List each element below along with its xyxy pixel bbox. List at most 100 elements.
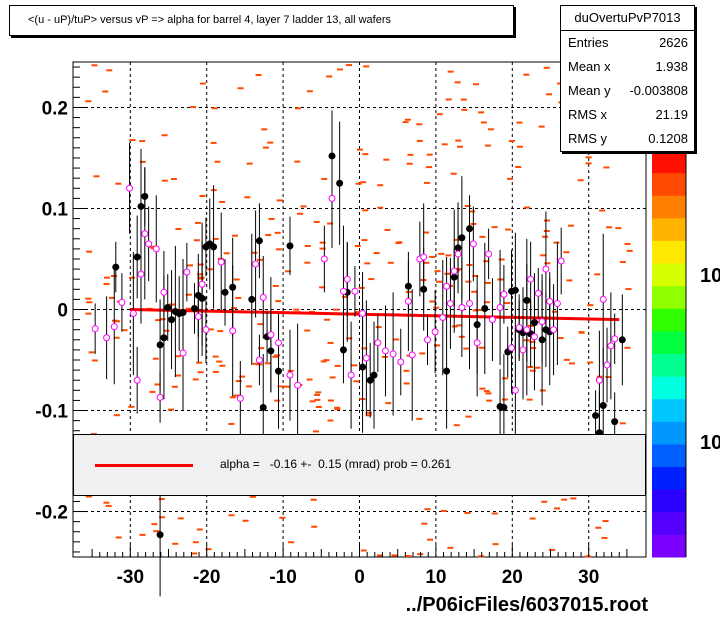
data-point-open (443, 282, 451, 290)
histogram-cell (237, 87, 244, 90)
histogram-cell (404, 118, 411, 121)
histogram-cell (469, 210, 476, 213)
histogram-cell (498, 258, 505, 261)
histogram-cell (561, 498, 568, 501)
histogram-cell (480, 121, 487, 124)
data-point-filled (618, 336, 626, 344)
histogram-cell (479, 387, 486, 390)
histogram-cell (85, 297, 92, 300)
histogram-cell (175, 228, 182, 231)
histogram-cell (121, 329, 128, 332)
data-point-open (534, 289, 542, 297)
data-point-open (458, 303, 466, 311)
histogram-cell (129, 139, 136, 142)
histogram-cell (599, 209, 606, 212)
histogram-cell (463, 347, 470, 350)
color-palette-cell (652, 376, 686, 400)
histogram-cell (368, 278, 375, 281)
histogram-cell (261, 128, 268, 131)
histogram-cell (279, 516, 286, 519)
histogram-cell (327, 341, 334, 344)
data-point-filled (366, 376, 374, 384)
histogram-cell (86, 250, 93, 253)
histogram-cell (212, 355, 219, 358)
histogram-cell (294, 160, 301, 163)
histogram-cell (175, 355, 182, 358)
histogram-cell (502, 377, 509, 380)
data-point-open (511, 386, 519, 394)
histogram-cell (321, 177, 328, 180)
histogram-cell (472, 309, 479, 312)
histogram-cell (429, 300, 436, 303)
histogram-cell (360, 181, 367, 184)
data-point-filled (160, 334, 168, 342)
data-point-open (343, 275, 351, 283)
data-point-filled (133, 253, 141, 261)
histogram-cell (578, 331, 585, 334)
data-point-open (202, 326, 210, 334)
stats-row-mean-y: Mean y -0.003808 (561, 79, 694, 103)
histogram-cell (85, 100, 92, 103)
data-point-open (538, 318, 546, 326)
histogram-cell (539, 389, 546, 392)
histogram-cell (385, 402, 392, 405)
histogram-cell (563, 358, 570, 361)
histogram-cell (333, 308, 340, 311)
data-point-open (603, 361, 611, 369)
histogram-cell (207, 328, 214, 331)
histogram-cell (219, 200, 226, 203)
histogram-cell (153, 530, 160, 533)
histogram-cell (168, 408, 175, 411)
histogram-cell (543, 219, 550, 222)
y-tick-label: 0.2 (42, 98, 68, 119)
color-palette-cell (652, 534, 686, 558)
data-point-open (527, 275, 535, 283)
histogram-cell (351, 364, 358, 367)
data-point-open (439, 314, 447, 322)
data-point-open (389, 350, 397, 358)
data-point-filled (336, 179, 344, 187)
histogram-cell (551, 310, 558, 313)
data-point-open (488, 316, 496, 324)
histogram-cell (192, 378, 199, 381)
histogram-cell (172, 542, 179, 545)
histogram-cell (427, 538, 434, 541)
histogram-cell (294, 107, 301, 110)
histogram-cell (516, 145, 523, 148)
histogram-cell (585, 156, 592, 159)
histogram-cell (625, 288, 632, 291)
histogram-cell (395, 241, 402, 244)
data-point-open (156, 393, 164, 401)
histogram-cell (361, 239, 368, 242)
histogram-cell (426, 153, 433, 156)
stats-box: duOvertuPvP7013 Entries 2626 Mean x 1.93… (560, 5, 695, 152)
histogram-cell (377, 184, 384, 187)
histogram-cell (393, 338, 400, 341)
histogram-cell (246, 385, 253, 388)
color-palette-cell (652, 195, 686, 219)
stats-value: 0.1208 (648, 131, 688, 146)
histogram-cell (483, 301, 490, 304)
histogram-cell (549, 548, 556, 551)
data-point-open (473, 339, 481, 347)
histogram-cell (376, 554, 383, 557)
histogram-cell (405, 555, 412, 558)
histogram-cell (192, 541, 199, 544)
histogram-cell (85, 495, 92, 498)
histogram-cell (235, 380, 242, 383)
histogram-cell (199, 82, 206, 85)
histogram-cell (455, 139, 462, 142)
histogram-cell (185, 293, 192, 296)
data-point-filled (481, 304, 489, 312)
histogram-cell (315, 391, 322, 394)
fit-line (130, 308, 620, 322)
histogram-cell (445, 98, 452, 101)
histogram-cell (277, 385, 284, 388)
stats-row-rms-y: RMS y 0.1208 (561, 127, 694, 151)
stats-value: 21.19 (655, 107, 688, 122)
histogram-cell (314, 393, 321, 396)
data-point-open (450, 267, 458, 275)
histogram-cell (197, 263, 204, 266)
data-point-open (129, 310, 137, 318)
histogram-cell (267, 141, 274, 144)
